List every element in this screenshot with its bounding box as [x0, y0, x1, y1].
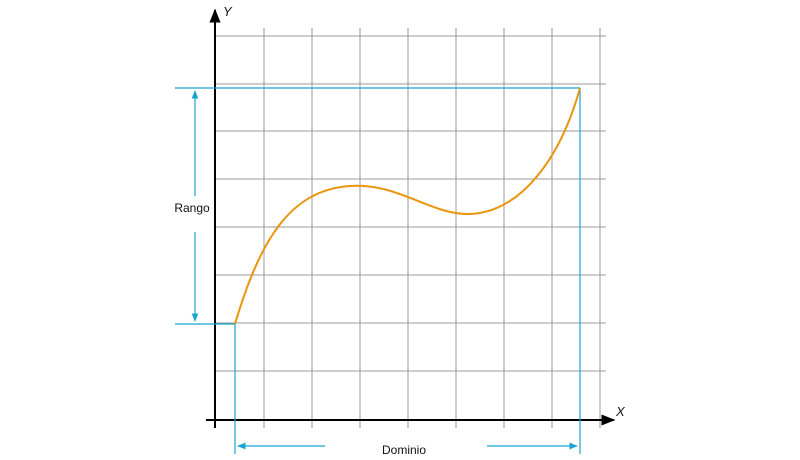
x-axis-label: X — [615, 404, 626, 419]
domain-label: Dominio — [382, 443, 426, 457]
range-label: Rango — [174, 201, 210, 215]
function-curve — [234, 87, 581, 325]
guide-lines — [175, 87, 581, 454]
y-axis-label: Y — [223, 4, 233, 19]
grid — [216, 28, 606, 428]
